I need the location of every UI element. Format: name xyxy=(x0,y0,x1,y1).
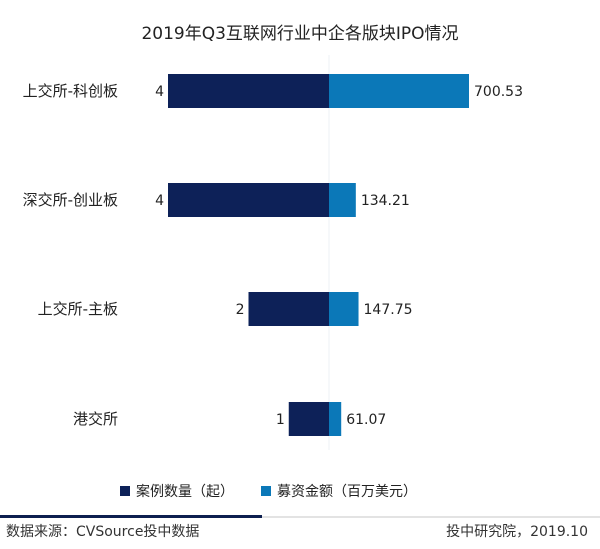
bar-amount xyxy=(329,183,356,217)
category-label: 上交所-科创板 xyxy=(23,82,118,100)
data-label-count: 4 xyxy=(155,193,164,209)
legend-label-count: 案例数量（起） xyxy=(136,483,234,500)
category-label: 上交所-主板 xyxy=(38,300,118,318)
bar-amount xyxy=(329,74,469,108)
footer-source: 数据来源：CVSource投中数据 xyxy=(6,524,200,540)
category-label: 深交所-创业板 xyxy=(23,191,118,209)
bar-count xyxy=(168,183,329,217)
data-label-amount: 147.75 xyxy=(364,302,413,318)
data-label-count: 2 xyxy=(236,302,245,318)
footer-rule-grey xyxy=(262,516,600,518)
category-label: 港交所 xyxy=(73,410,118,428)
bar-count xyxy=(288,402,329,436)
legend-label-amount: 募资金额（百万美元） xyxy=(277,484,417,500)
footer-rule-dark xyxy=(0,515,262,518)
data-label-amount: 134.21 xyxy=(361,193,410,209)
legend-swatch-count xyxy=(120,486,130,496)
footer-credit: 投中研究院，2019.10 xyxy=(446,524,588,540)
bar-amount xyxy=(329,292,359,326)
bar-amount xyxy=(329,402,342,436)
data-label-amount: 61.07 xyxy=(346,412,386,428)
data-label-count: 1 xyxy=(276,412,285,428)
data-label-amount: 700.53 xyxy=(474,84,523,100)
legend-swatch-amount xyxy=(261,486,271,496)
chart-title: 2019年Q3互联网行业中企各版块IPO情况 xyxy=(141,24,458,44)
bar-count xyxy=(168,74,329,108)
bar-count xyxy=(248,292,329,326)
data-label-count: 4 xyxy=(155,84,164,100)
legend: 案例数量（起） 募资金额（百万美元） xyxy=(120,483,417,500)
